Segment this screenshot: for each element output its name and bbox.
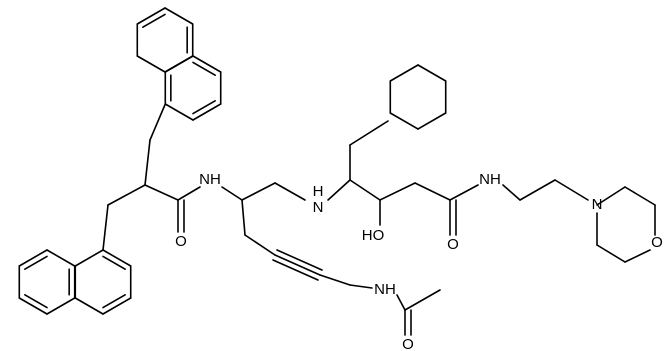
bond (192, 61, 216, 76)
bond (107, 184, 146, 206)
bond (502, 184, 521, 201)
bond (349, 284, 373, 289)
bond (276, 249, 323, 271)
bond (164, 55, 194, 73)
bond (136, 55, 166, 73)
bond (327, 179, 351, 201)
bond (192, 103, 222, 121)
bond (164, 7, 194, 25)
bond (519, 179, 556, 201)
bond (221, 186, 243, 201)
bond (177, 186, 201, 201)
bond (404, 289, 441, 311)
atom-label: O (175, 233, 187, 250)
bond (396, 294, 406, 311)
bond (319, 274, 351, 286)
atom-label: O (447, 236, 459, 253)
bond (46, 297, 76, 315)
bond (102, 255, 126, 271)
atom-label: N (313, 199, 324, 216)
atom-label: N (592, 196, 603, 213)
bond (18, 249, 48, 267)
atom-label: HO (362, 227, 385, 244)
bond (414, 182, 451, 201)
bond (274, 254, 321, 276)
bond (164, 103, 194, 121)
bond (102, 204, 109, 251)
bond (102, 249, 132, 267)
bond (144, 184, 179, 201)
bond (449, 184, 479, 201)
atom-label: NH (199, 171, 221, 188)
bond (18, 297, 48, 315)
bond (417, 112, 447, 130)
bond (102, 293, 126, 309)
atom-label: NH (479, 171, 501, 188)
atom-label: O (402, 336, 414, 351)
bond (142, 13, 166, 29)
bond (596, 244, 626, 263)
bond (136, 7, 166, 25)
bond (272, 259, 319, 281)
bond (624, 249, 651, 263)
bond (241, 182, 276, 201)
bond (74, 249, 104, 267)
bond (24, 255, 48, 271)
bond (349, 120, 389, 146)
bond (274, 182, 306, 201)
bond (144, 139, 151, 186)
bond (389, 64, 419, 82)
atom-label: H (313, 183, 324, 200)
bond (349, 179, 381, 201)
bond (74, 297, 104, 315)
bond (192, 100, 216, 115)
bond (389, 112, 419, 130)
bond (244, 234, 276, 256)
bond (192, 55, 222, 73)
bond (417, 64, 447, 82)
bond (624, 186, 656, 206)
bond (554, 179, 589, 201)
bond (24, 293, 48, 309)
bond (379, 182, 416, 201)
bond (102, 297, 132, 315)
atom-label: NH (374, 281, 396, 298)
bond (46, 249, 76, 267)
bond (596, 186, 626, 206)
bond (241, 199, 246, 236)
bond (149, 103, 167, 141)
atom-label: O (651, 234, 663, 251)
